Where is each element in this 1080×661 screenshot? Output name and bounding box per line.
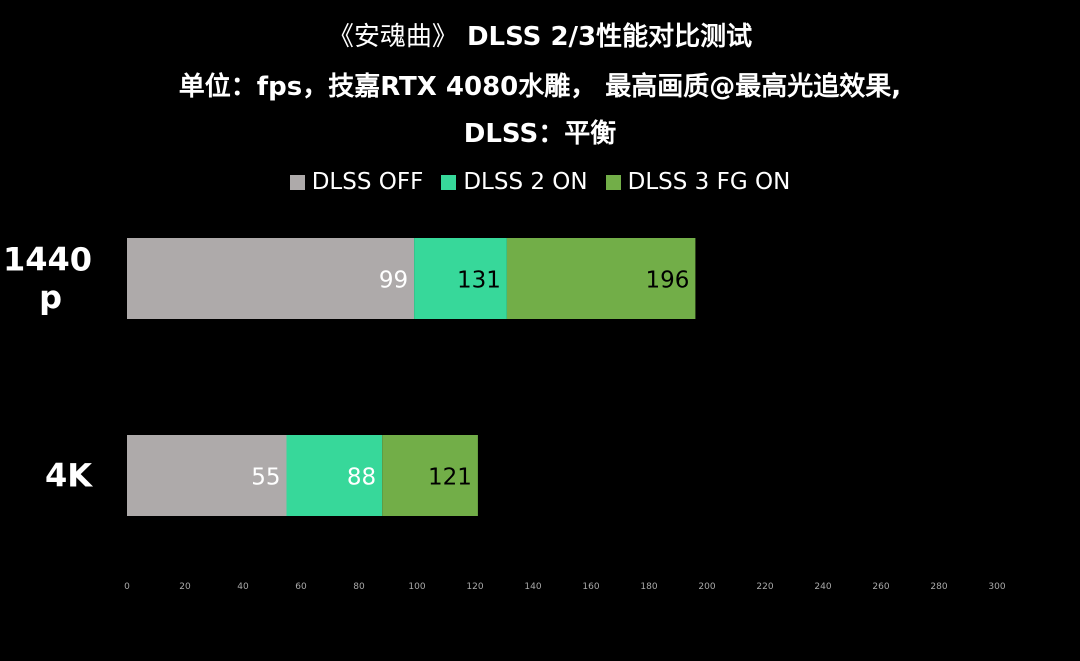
x-tick-label-300: 300 (988, 582, 1005, 592)
chart-legend: DLSS OFF DLSS 2 ON DLSS 3 FG ON (0, 171, 1080, 194)
x-tick-label-80: 80 (353, 582, 365, 592)
legend-label-dlss-off: DLSS OFF (311, 169, 424, 195)
x-tick-label-280: 280 (930, 582, 947, 592)
x-tick-label-100: 100 (408, 582, 425, 592)
data-label-1440p-dlss-off: 99 (379, 268, 408, 294)
legend-item-dlss-off: DLSS OFF (289, 169, 424, 195)
category-label-1440p-line2: p (39, 279, 62, 317)
legend-label-dlss3-fg-on: DLSS 3 FG ON (627, 169, 791, 195)
data-label-1440p-dlss-3-fg-on: 196 (645, 268, 689, 294)
data-label-4k-dlss-3-fg-on: 121 (428, 465, 472, 491)
x-tick-label-160: 160 (582, 582, 599, 592)
chart-title-main: DLSS 2/3性能对比测试 (466, 22, 753, 52)
category-label-1440p-line1: 1440 (3, 241, 92, 279)
bar-1440p-dlss-2-on (414, 238, 507, 319)
bar-4k-dlss-2-on (286, 435, 383, 516)
bar-4k-dlss-3-fg-on (382, 435, 478, 516)
legend-swatch-dlss3-fg-on (605, 175, 621, 190)
data-label-4k-dlss-off: 55 (251, 465, 280, 491)
chart-subtitle-line1: 单位：fps，技嘉RTX 4080水雕， 最高画质@最高光追效果, (178, 72, 902, 102)
x-tick-label-200: 200 (698, 582, 715, 592)
x-tick-label-180: 180 (640, 582, 657, 592)
legend-item-dlss3-fg-on: DLSS 3 FG ON (605, 169, 791, 195)
bar-1440p-dlss-off (127, 238, 415, 319)
x-tick-label-0: 0 (124, 582, 130, 592)
bar-4k-dlss-off (127, 435, 287, 516)
chart-title: 《安魂曲》 DLSS 2/3性能对比测试 (0, 24, 1080, 50)
bar-1440p-dlss-3-fg-on (506, 238, 696, 319)
x-tick-label-220: 220 (756, 582, 773, 592)
legend-label-dlss2-on: DLSS 2 ON (463, 169, 588, 195)
x-tick-label-240: 240 (814, 582, 831, 592)
legend-swatch-dlss-off (289, 175, 305, 190)
legend-swatch-dlss2-on (441, 175, 457, 190)
x-tick-label-260: 260 (872, 582, 889, 592)
chart-title-prefix: 《安魂曲》 (327, 22, 458, 52)
x-tick-label-60: 60 (295, 582, 307, 592)
chart-subtitle-line2: DLSS：平衡 (463, 119, 617, 149)
x-tick-label-40: 40 (237, 582, 249, 592)
legend-item-dlss2-on: DLSS 2 ON (441, 169, 588, 195)
x-tick-label-140: 140 (524, 582, 541, 592)
category-label-4k: 4K (45, 457, 93, 495)
x-tick-label-120: 120 (466, 582, 483, 592)
data-label-4k-dlss-2-on: 88 (347, 465, 376, 491)
x-tick-label-20: 20 (179, 582, 191, 592)
data-label-1440p-dlss-2-on: 131 (457, 268, 501, 294)
